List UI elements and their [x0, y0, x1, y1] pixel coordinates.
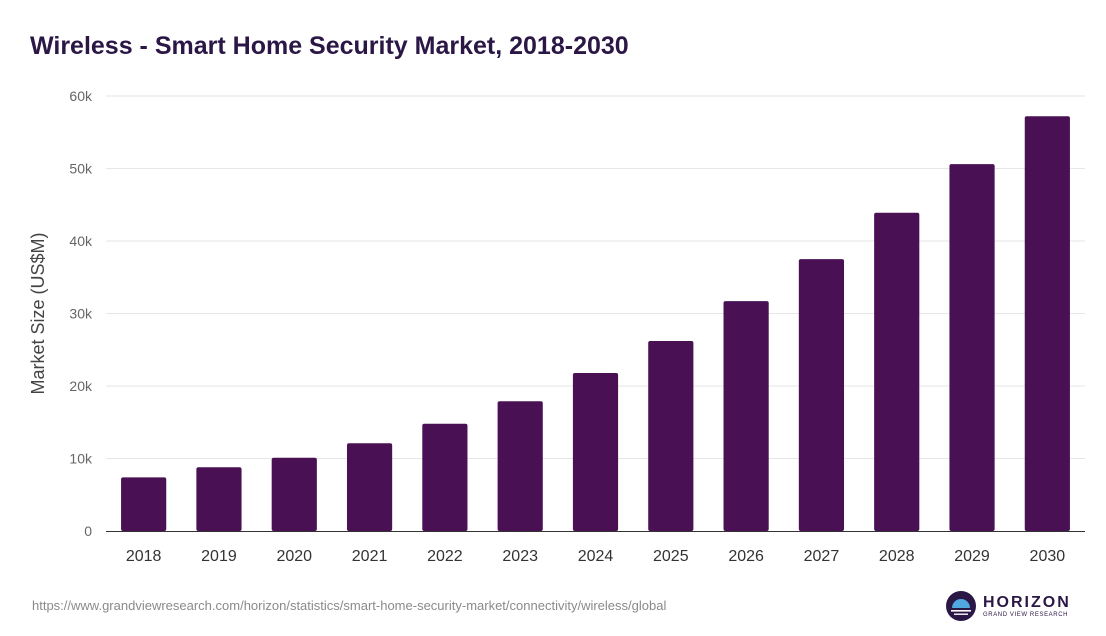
bar-2025	[648, 341, 694, 531]
y-axis-label: Market Size (US$M)	[28, 232, 48, 394]
bar-2019	[196, 467, 242, 531]
x-tick-label: 2020	[276, 548, 312, 565]
bar-2027	[798, 259, 845, 531]
x-tick-label: 2022	[427, 548, 463, 565]
y-axis-ticks: 0 10k 20k 30k 40k 50k 60k	[69, 88, 93, 539]
x-axis-ticks: 2018 2019 2020 2021 2022 2023 2024 2025 2026 2027…	[126, 548, 1065, 565]
source-url: https://www.grandviewresearch.com/horizo…	[32, 598, 667, 613]
x-tick-label: 2021	[352, 548, 388, 565]
x-tick-label: 2018	[126, 548, 162, 565]
x-tick-label: 2026	[728, 548, 764, 565]
bar-2024	[572, 372, 619, 531]
chart-title: Wireless - Smart Home Security Market, 2…	[30, 32, 629, 60]
y-tick-label: 20k	[69, 378, 93, 394]
horizon-brand: HORIZON GRAND VIEW RESEARCH	[946, 590, 1071, 622]
bar-2028	[874, 212, 920, 531]
brand-name: HORIZON	[983, 593, 1071, 611]
bar-2023	[497, 401, 543, 531]
x-tick-label: 2028	[879, 548, 915, 565]
bar-2021	[346, 443, 393, 531]
bar-2018	[121, 477, 167, 531]
y-tick-label: 30k	[69, 306, 93, 322]
x-tick-label: 2030	[1030, 548, 1066, 565]
x-tick-label: 2029	[954, 548, 990, 565]
x-tick-label: 2023	[502, 548, 538, 565]
bar-2020	[271, 457, 317, 531]
bar-2026	[723, 301, 769, 531]
y-tick-label: 50k	[69, 161, 93, 177]
bars	[121, 116, 1070, 532]
x-tick-label: 2027	[804, 548, 840, 565]
bar-2022	[422, 423, 468, 531]
y-tick-label: 40k	[69, 233, 93, 249]
y-tick-label: 60k	[69, 88, 93, 104]
y-tick-label: 0	[84, 523, 92, 539]
x-tick-label: 2025	[653, 548, 689, 565]
brand-subtitle: GRAND VIEW RESEARCH	[983, 611, 1069, 618]
x-tick-label: 2024	[578, 548, 614, 565]
bar-2030	[1024, 116, 1070, 532]
y-tick-label: 10k	[69, 451, 93, 467]
x-tick-label: 2019	[201, 548, 237, 565]
horizon-logo-icon	[946, 591, 976, 621]
bar-2029	[949, 164, 995, 531]
